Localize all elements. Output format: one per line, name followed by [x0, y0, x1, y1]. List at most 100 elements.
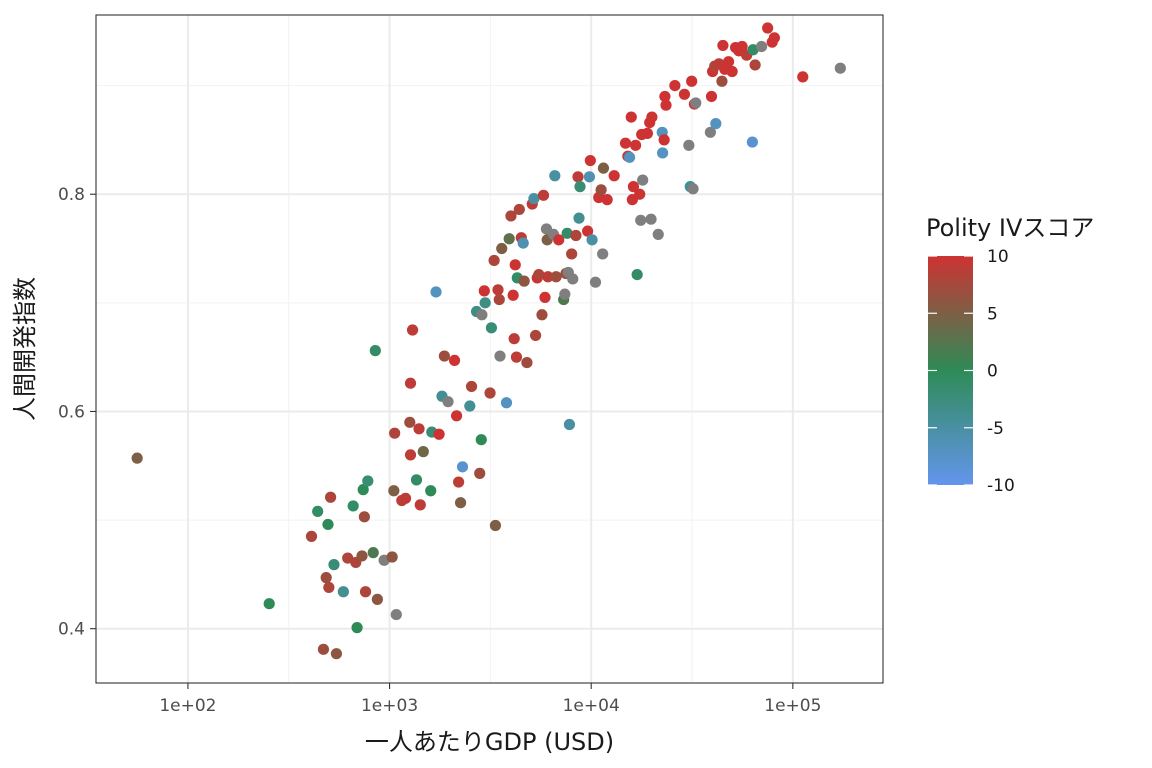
data-point — [574, 181, 586, 193]
data-point — [762, 22, 774, 34]
data-point — [726, 65, 738, 78]
data-point — [589, 276, 602, 288]
data-point — [716, 75, 728, 87]
data-point — [646, 111, 658, 123]
plot-border — [95, 14, 884, 684]
data-point — [659, 90, 671, 103]
legend-tick-label: -10 — [987, 476, 1015, 496]
data-point — [660, 99, 672, 111]
data-point — [322, 518, 334, 531]
data-point — [320, 572, 332, 584]
x-axis-ticks: 1e+02 1e+03 1e+04 1e+05 — [159, 683, 821, 716]
data-point — [710, 118, 722, 130]
data-point — [746, 136, 758, 148]
data-point — [658, 134, 670, 146]
data-point — [453, 476, 465, 488]
data-point — [595, 184, 607, 196]
data-point — [347, 500, 359, 512]
data-point — [417, 446, 429, 458]
data-point — [464, 400, 476, 412]
major-grid — [96, 15, 883, 683]
x-tick-label: 1e+05 — [764, 696, 821, 716]
data-point — [442, 396, 454, 408]
x-tick-label: 1e+02 — [159, 696, 216, 716]
data-point — [358, 511, 370, 523]
data-point — [559, 288, 571, 300]
data-point — [507, 289, 519, 301]
data-point — [410, 474, 423, 486]
data-point — [371, 593, 383, 605]
data-point — [722, 56, 735, 68]
data-point — [567, 273, 579, 285]
data-point — [485, 322, 498, 334]
data-point — [362, 475, 374, 487]
data-point — [584, 154, 596, 167]
data-point — [797, 71, 809, 83]
data-point — [652, 228, 664, 241]
data-point — [619, 137, 632, 149]
data-point — [404, 449, 417, 461]
data-point — [530, 329, 542, 342]
data-point — [553, 234, 565, 246]
data-point — [747, 44, 759, 56]
data-point — [337, 586, 349, 598]
data-point — [566, 248, 578, 260]
data-point — [367, 547, 379, 559]
data-point — [563, 418, 576, 431]
data-point — [533, 268, 545, 281]
data-point — [475, 434, 487, 446]
y-axis-title: 人間開発指数 — [11, 277, 39, 421]
data-point — [686, 75, 698, 87]
data-point — [634, 188, 646, 200]
data-point — [508, 333, 520, 345]
x-axis-title: 一人あたりGDP (USD) — [365, 728, 614, 756]
data-point — [510, 351, 523, 363]
y-tick-label: 0.6 — [58, 402, 85, 422]
data-point — [669, 80, 681, 92]
data-point — [389, 427, 401, 439]
data-point — [505, 210, 517, 222]
data-point — [509, 259, 521, 271]
legend-title: Polity IVスコア — [926, 214, 1094, 242]
plot-panel — [96, 15, 883, 683]
data-point — [683, 139, 695, 151]
data-point — [388, 485, 400, 497]
data-point — [570, 229, 582, 242]
data-point — [550, 271, 562, 283]
legend-tick-label: 5 — [987, 304, 998, 324]
data-point — [131, 452, 143, 464]
data-point — [430, 286, 442, 298]
data-point — [521, 356, 533, 369]
data-point — [406, 324, 419, 336]
data-point — [465, 380, 478, 393]
data-point — [500, 397, 513, 409]
data-point — [768, 32, 780, 44]
data-point — [625, 111, 637, 123]
data-point — [328, 559, 340, 571]
data-point — [404, 377, 417, 389]
data-point — [690, 97, 702, 109]
legend-tick-label: 0 — [987, 362, 998, 382]
data-point — [623, 151, 636, 163]
data-point — [404, 416, 416, 428]
data-point — [448, 354, 461, 367]
data-point — [657, 147, 669, 159]
data-point — [645, 213, 657, 225]
data-point — [517, 237, 529, 249]
data-point — [450, 410, 463, 422]
y-tick-label: 0.4 — [58, 620, 85, 640]
data-point — [539, 291, 551, 304]
data-point — [474, 467, 486, 479]
data-point — [494, 350, 506, 362]
data-point — [537, 189, 550, 201]
data-point — [586, 234, 598, 246]
legend: Polity IVスコア 10 5 0 -5 -10 — [926, 214, 1094, 496]
data-point — [536, 309, 548, 321]
data-point — [456, 461, 469, 473]
data-point — [478, 285, 490, 297]
data-point — [263, 598, 275, 610]
x-tick-label: 1e+04 — [563, 696, 620, 716]
data-point — [601, 194, 613, 206]
data-point — [317, 643, 330, 655]
legend-ticks: 10 5 0 -5 -10 — [928, 247, 1015, 496]
